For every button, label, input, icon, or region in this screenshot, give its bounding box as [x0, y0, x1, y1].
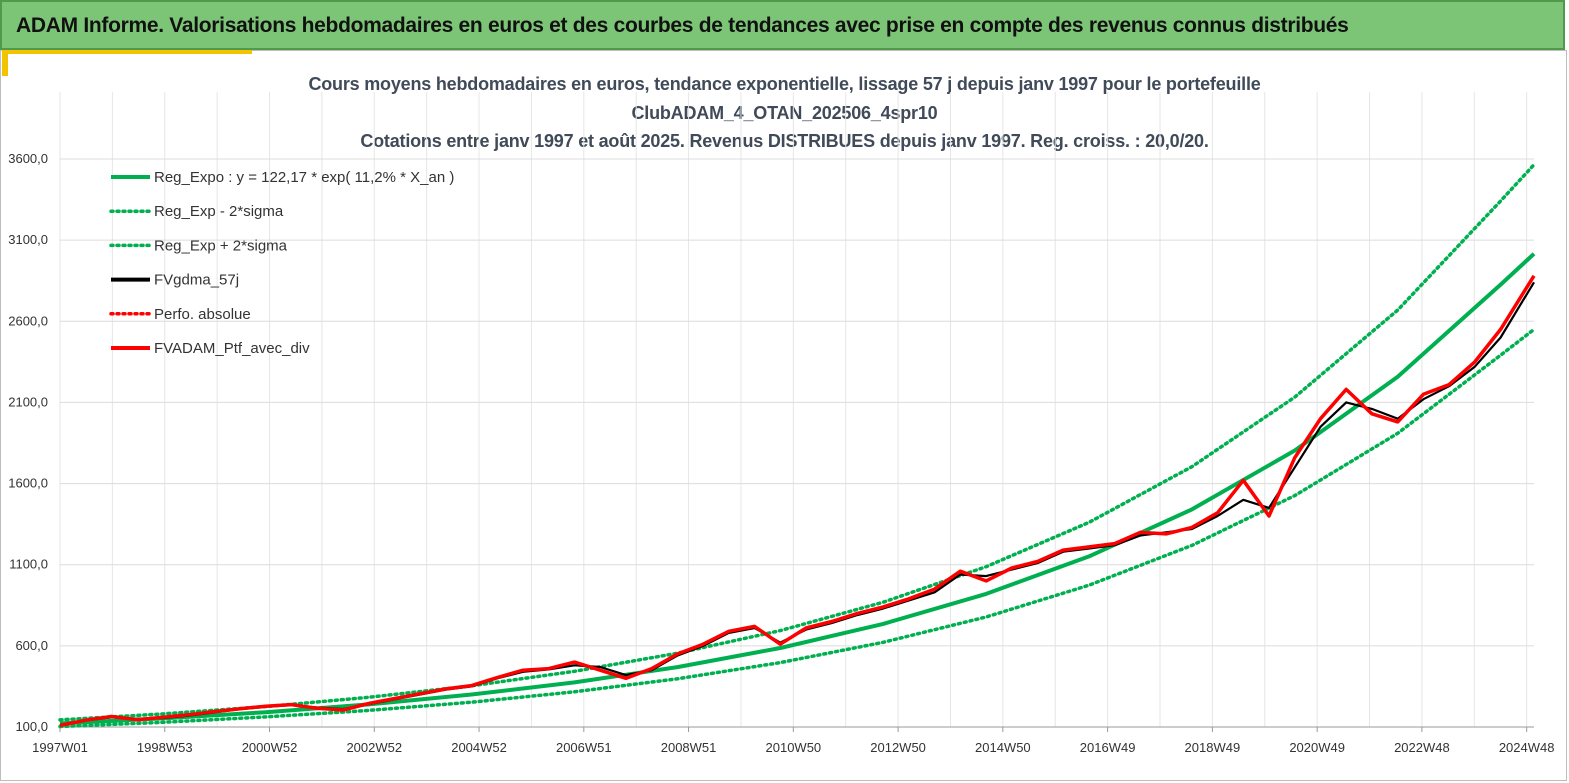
x-tick-label: 2002W52	[346, 740, 402, 755]
y-tick-label: 100,0	[15, 719, 48, 734]
x-tick-label: 2000W52	[242, 740, 298, 755]
y-tick-label: 2100,0	[8, 394, 48, 409]
legend-label: Reg_Exp + 2*sigma	[154, 237, 288, 254]
chart-title-line-3: Cotations entre janv 1997 et août 2025. …	[360, 131, 1209, 151]
chart-title-line-2: ClubADAM_4_OTAN_202506_4spr10	[631, 102, 938, 123]
chart-frame	[0, 50, 1567, 781]
chart-title: Cours moyens hebdomadaires en euros, ten…	[0, 70, 1569, 156]
banner-title: ADAM Informe. Valorisations hebdomadaire…	[16, 14, 1349, 37]
series-line-2	[58, 162, 1536, 722]
y-tick-label: 1600,0	[8, 476, 48, 491]
x-tick-label: 2012W50	[870, 740, 926, 755]
series-line-5	[59, 274, 1536, 728]
legend: Reg_Expo : y = 122,17 * exp( 11,2% * X_a…	[109, 169, 454, 357]
x-tick-label: 2022W48	[1394, 740, 1450, 755]
x-tick-label: 2024W48	[1499, 740, 1555, 755]
legend-label: FVADAM_Ptf_avec_div	[154, 340, 310, 357]
x-tick-label: 2008W51	[661, 740, 717, 755]
x-tick-label: 2018W49	[1185, 740, 1241, 755]
x-tick-label: 1998W53	[137, 740, 193, 755]
chart-title-line-1: Cours moyens hebdomadaires en euros, ten…	[308, 74, 1261, 94]
series-line-1	[58, 327, 1536, 729]
legend-label: Perfo. absolue	[154, 306, 251, 323]
legend-label: Reg_Exp - 2*sigma	[154, 203, 284, 220]
x-tick-label: 2020W49	[1289, 740, 1345, 755]
x-tick-label: 1997W01	[32, 740, 88, 755]
x-tick-label: 2014W50	[975, 740, 1031, 755]
y-tick-label: 3100,0	[8, 232, 48, 247]
y-tick-label: 2600,0	[8, 313, 48, 328]
y-tick-label: 1100,0	[9, 557, 48, 572]
accent-bar-left	[2, 50, 8, 76]
y-tick-label: 600,0	[15, 638, 48, 653]
series-lines	[58, 162, 1536, 729]
x-tick-label: 2006W51	[556, 740, 612, 755]
legend-label: Reg_Expo : y = 122,17 * exp( 11,2% * X_a…	[154, 169, 454, 186]
x-tick-label: 2004W52	[451, 740, 507, 755]
series-line-0	[59, 252, 1536, 726]
y-tick-label: 3600,0	[8, 151, 48, 166]
axes: 100,0 600,0 1100,0 1600,0 2100,0 2600,0 3100,0…	[8, 151, 1554, 755]
legend-label: FVgdma_57j	[154, 272, 239, 289]
x-tick-label: 2016W49	[1080, 740, 1136, 755]
header-banner: ADAM Informe. Valorisations hebdomadaire…	[0, 0, 1565, 50]
accent-bar-top	[2, 50, 252, 54]
x-tick-label: 2010W50	[766, 740, 822, 755]
